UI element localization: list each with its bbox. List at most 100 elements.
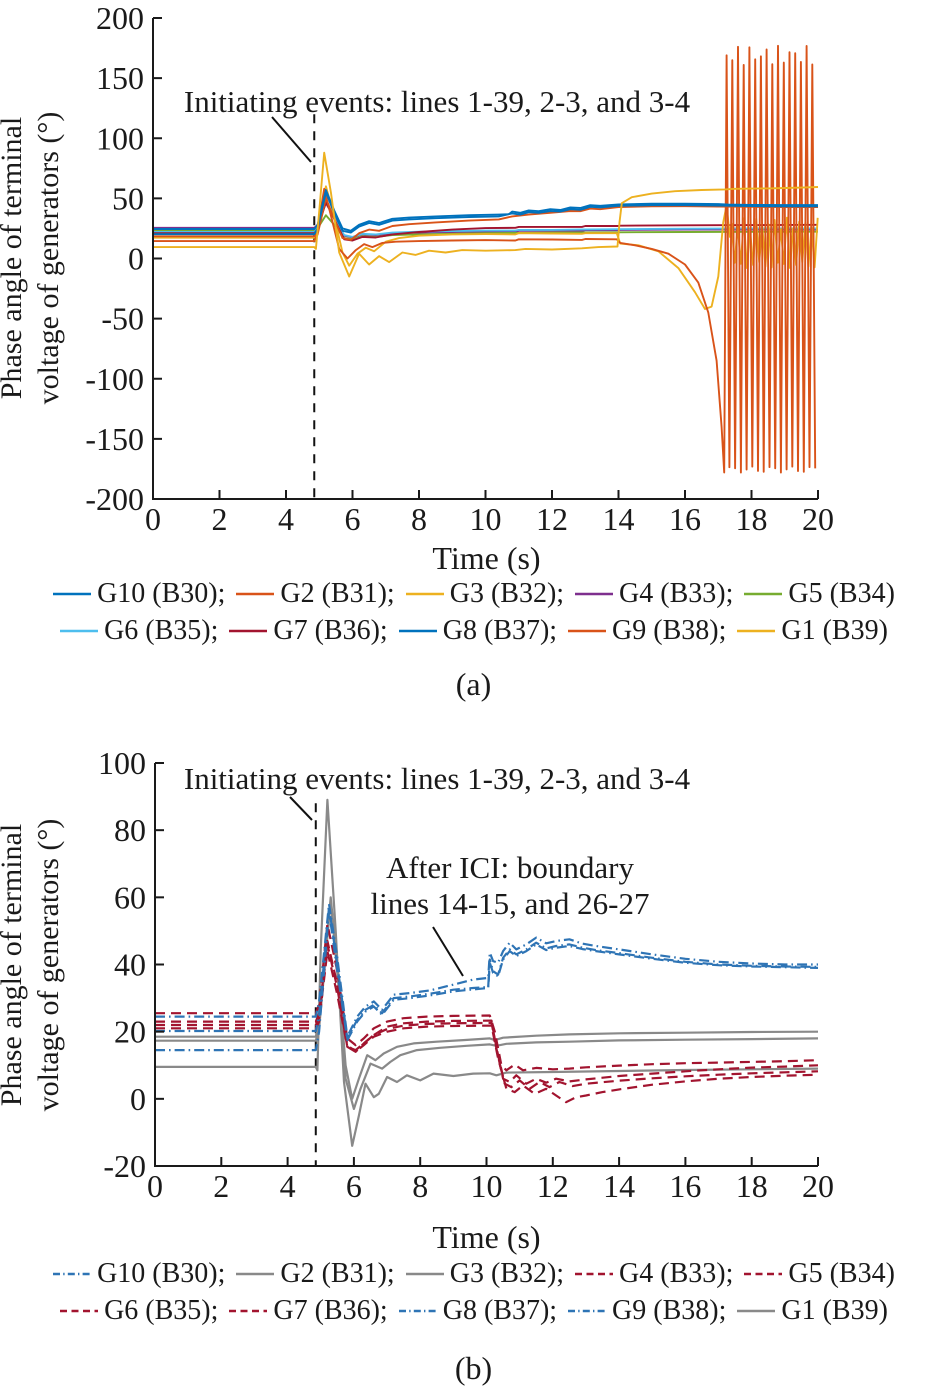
x-tick-label-b: 6	[346, 1168, 362, 1204]
legend-swatch-icon	[575, 592, 614, 596]
caption-b: (b)	[454, 1350, 493, 1386]
legend-swatch-icon	[53, 592, 92, 596]
y-tick-label-a: 50	[112, 180, 144, 216]
series-b-g10-b30-	[155, 902, 818, 1038]
y-tick-label-a: 200	[96, 0, 144, 36]
y-tick-label-a: -100	[85, 361, 144, 397]
x-tick-label-a: 8	[411, 501, 427, 537]
series-b-g3-b32-	[155, 899, 819, 1110]
y-axis-label-a-line1: Phase angle of terminal	[0, 116, 28, 400]
series-a-g2-b31-	[153, 44, 817, 474]
x-tick-label-a: 14	[603, 501, 635, 537]
legend-swatch-icon	[236, 1272, 275, 1276]
legend-b: G10 (B30); G2 (B31); G3 (B32); G4 (B33); G5 …	[0, 1258, 947, 1332]
legend-row-b-2: G6 (B35); G7 (B36); G8 (B37); G9 (B38); G1 (…	[0, 1295, 947, 1327]
x-tick-label-a: 6	[345, 501, 361, 537]
x-axis-label-a: Time (s)	[432, 540, 541, 576]
legend-swatch-icon	[744, 1272, 783, 1276]
y-tick-label-a: -150	[85, 421, 144, 457]
y-axis-label-a-line2: voltage of generators (°)	[32, 111, 65, 405]
x-tick-label-b: 16	[669, 1168, 701, 1204]
legend-entry-g5-b34-: G5 (B34)	[743, 1258, 895, 1290]
y-tick-label-b: 20	[114, 1014, 146, 1050]
legend-entry-g6-b35-: G6 (B35);	[59, 1295, 218, 1327]
series-b-g7-b36-	[155, 950, 819, 1104]
legend-swatch-icon	[737, 629, 776, 633]
x-axis-label-b: Time (s)	[432, 1219, 541, 1255]
legend-swatch-icon	[60, 1309, 99, 1313]
x-tick-label-a: 16	[669, 501, 701, 537]
legend-entry-g9-b38-: G9 (B38);	[567, 615, 726, 647]
legend-swatch-icon	[398, 1309, 437, 1313]
legend-entry-g7-b36-: G7 (B36);	[228, 615, 388, 647]
x-tick-label-b: 14	[603, 1168, 635, 1204]
series-b-g1-b39-	[155, 798, 819, 1147]
x-tick-label-b: 0	[147, 1168, 163, 1204]
annotation-arrow-b-1	[432, 926, 464, 977]
legend-swatch-icon	[229, 629, 268, 633]
legend-label: G7 (B36);	[273, 615, 388, 646]
legend-label: G9 (B38);	[612, 1295, 727, 1326]
x-tick-label-a: 18	[736, 501, 768, 537]
x-tick-label-b: 8	[412, 1168, 428, 1204]
legend-label: G10 (B30);	[97, 1258, 226, 1289]
x-tick-label-a: 10	[470, 501, 502, 537]
legend-entry-g3-b32-: G3 (B32);	[405, 1258, 564, 1290]
legend-swatch-icon	[60, 629, 99, 633]
x-tick-label-a: 20	[802, 501, 834, 537]
legend-label: G2 (B31);	[280, 578, 395, 609]
y-tick-label-a: 100	[96, 120, 144, 156]
legend-label: G3 (B32);	[449, 578, 565, 609]
annotation-initiating-events-a: Initiating events: lines 1-39, 2-3, and …	[183, 84, 691, 119]
legend-entry-g10-b30-: G10 (B30);	[52, 1258, 225, 1290]
y-tick-label-a: -50	[101, 301, 144, 337]
y-tick-label-b: 80	[114, 812, 146, 848]
y-axis-label-b-line2: voltage of generators (°)	[32, 818, 65, 1112]
x-tick-label-a: 12	[536, 501, 568, 537]
legend-entry-g5-b34-: G5 (B34)	[743, 578, 895, 610]
x-tick-label-a: 0	[145, 501, 161, 537]
series-a-g8-b37-	[153, 191, 818, 236]
y-axis-label-a: Phase angle of terminal voltage of gener…	[0, 8, 67, 508]
y-tick-label-a: 150	[96, 60, 144, 96]
legend-swatch-icon	[744, 592, 783, 596]
legend-label: G1 (B39)	[781, 615, 888, 646]
legend-row-a-1: G10 (B30); G2 (B31); G3 (B32); G4 (B33); G5 …	[0, 578, 947, 610]
legend-swatch-icon	[737, 1309, 776, 1313]
legend-entry-g2-b31-: G2 (B31);	[235, 1258, 395, 1290]
legend-entry-g4-b33-: G4 (B33);	[574, 578, 733, 610]
legend-entry-g8-b37-: G8 (B37);	[398, 615, 557, 647]
y-tick-label-a: 0	[128, 241, 144, 277]
legend-entry-g1-b39-: G1 (B39)	[736, 1295, 888, 1327]
legend-label: G4 (B33);	[619, 1258, 734, 1289]
legend-label: G5 (B34)	[788, 1258, 895, 1289]
series-b-g8-b37-	[155, 906, 819, 1040]
x-tick-label-b: 4	[280, 1168, 296, 1204]
legend-label: G8 (B37);	[442, 615, 558, 646]
annotation-initiating-events-b: Initiating events: lines 1-39, 2-3, and …	[183, 761, 691, 796]
legend-swatch-icon	[229, 1309, 268, 1313]
legend-entry-g2-b31-: G2 (B31);	[235, 578, 395, 610]
series-b-g4-b33-	[155, 923, 819, 1072]
legend-swatch-icon	[575, 1272, 614, 1276]
legend-swatch-icon	[405, 592, 444, 596]
y-tick-label-a: -200	[85, 481, 144, 517]
x-tick-label-b: 12	[537, 1168, 569, 1204]
series-b-g9-b38-	[155, 909, 819, 1052]
annotation-arrow-a-0	[271, 116, 312, 163]
legend-label: G6 (B35);	[104, 615, 219, 646]
x-tick-label-b: 18	[736, 1168, 768, 1204]
y-tick-label-b: 100	[98, 745, 146, 781]
legend-label: G7 (B36);	[273, 1295, 388, 1326]
series-a-g1-b39-	[153, 151, 819, 278]
legend-a: G10 (B30); G2 (B31); G3 (B32); G4 (B33); G5 …	[0, 578, 947, 652]
legend-swatch-icon	[236, 592, 275, 596]
x-tick-label-b: 20	[802, 1168, 834, 1204]
y-tick-label-b: 0	[130, 1081, 146, 1117]
legend-label: G10 (B30);	[97, 578, 226, 609]
legend-swatch-icon	[405, 1272, 444, 1276]
annotation-after-ici-line1: After ICI: boundary	[386, 850, 634, 885]
legend-entry-g8-b37-: G8 (B37);	[398, 1295, 557, 1327]
legend-row-a-2: G6 (B35); G7 (B36); G8 (B37); G9 (B38); G1 (…	[0, 615, 947, 647]
